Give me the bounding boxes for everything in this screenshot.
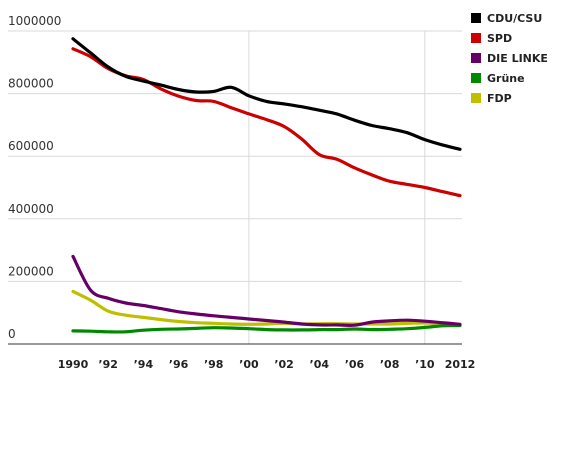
legend-label-die-linke: DIE LINKE: [487, 52, 548, 65]
legend: CDU/CSU SPD DIE LINKE Grüne FDP: [471, 12, 548, 105]
x-tick-label: ’04: [310, 358, 330, 371]
x-tick-label: ’92: [98, 358, 118, 371]
legend-swatch-fdp: [471, 93, 481, 103]
x-tick-label: 2012: [445, 358, 476, 371]
y-tick-label: 0: [8, 327, 16, 341]
x-tick-label: ’10: [415, 358, 435, 371]
x-tick-label: ’08: [380, 358, 400, 371]
series-line-spd: [71, 47, 462, 198]
legend-label-gr-ne: Grüne: [487, 72, 525, 85]
legend-swatch-die-linke: [471, 53, 481, 63]
x-tick-label: 1990: [58, 358, 89, 371]
legend-swatch-spd: [471, 33, 481, 43]
legend-label-cdu-csu: CDU/CSU: [487, 12, 542, 25]
y-tick-label: 600000: [8, 139, 54, 153]
legend-swatch-gr-ne: [471, 73, 481, 83]
y-tick-label: 1000000: [8, 14, 61, 28]
grid: [8, 30, 462, 345]
legend-label-fdp: FDP: [487, 92, 512, 105]
x-tick-label: ’00: [239, 358, 259, 371]
legend-swatch-cdu-csu: [471, 13, 481, 23]
x-tick-label: ’06: [345, 358, 365, 371]
x-tick-label: ’94: [134, 358, 154, 371]
y-tick-label: 800000: [8, 77, 54, 91]
x-axis-ticks: 1990 ’92 ’94 ’96 ’98 ’00 ’02 ’04 ’06 ’08 ’10 2012: [58, 358, 476, 371]
y-tick-label: 400000: [8, 202, 54, 216]
series-line-die-linke: [71, 254, 462, 327]
legend-label-spd: SPD: [487, 32, 512, 45]
x-tick-label: ’02: [274, 358, 294, 371]
y-axis-ticks: 0 200000 400000 600000 800000 1000000: [8, 14, 61, 341]
x-tick-label: ’96: [169, 358, 189, 371]
series-lines: [71, 37, 462, 334]
series-line-gr-ne: [71, 323, 462, 334]
x-tick-label: ’98: [204, 358, 224, 371]
y-tick-label: 200000: [8, 264, 54, 278]
series-line-fdp: [71, 289, 462, 327]
series-line-cdu-csu: [71, 37, 462, 151]
